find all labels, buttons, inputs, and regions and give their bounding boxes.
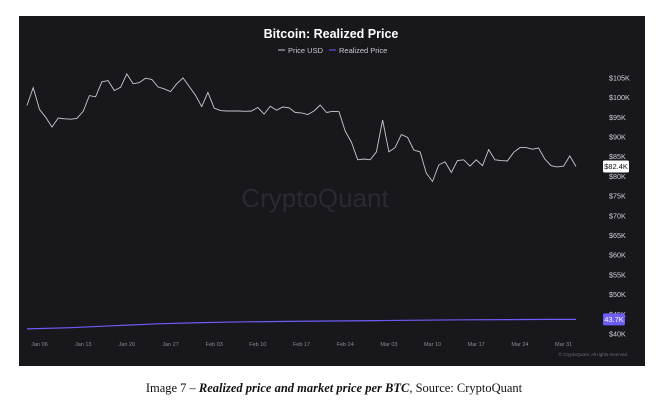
- legend-label-price[interactable]: Price USD: [288, 46, 324, 55]
- price-last-badge: $82.4K: [603, 160, 629, 173]
- x-tick-label: Feb 24: [337, 342, 354, 348]
- x-tick-label: Mar 03: [380, 342, 397, 348]
- y-tick-label: $60K: [609, 251, 626, 260]
- y-tick-label: $90K: [609, 133, 626, 142]
- x-tick-label: Feb 03: [206, 342, 223, 348]
- x-tick-label: Jan 06: [31, 342, 48, 348]
- y-tick-label: $100K: [609, 93, 630, 102]
- figure-caption: Image 7 – Realized price and market pric…: [0, 381, 668, 396]
- y-tick-label: $95K: [609, 113, 626, 122]
- chart-svg: CryptoQuant Bitcoin: Realized Price Pric…: [26, 27, 630, 357]
- caption-suffix: , Source: CryptoQuant: [409, 381, 523, 395]
- y-tick-label: $75K: [609, 192, 626, 201]
- x-tick-label: Mar 10: [424, 342, 441, 348]
- series-line-realized-price: [26, 318, 576, 330]
- y-tick-label: $40K: [609, 330, 626, 339]
- x-tick-label: Mar 17: [468, 342, 485, 348]
- price-last-value: $82.4K: [604, 162, 628, 171]
- caption-emphasis: Realized price and market price per BTC: [198, 381, 410, 395]
- y-tick-label: $80K: [609, 172, 626, 181]
- y-tick-label: $65K: [609, 231, 626, 240]
- y-tick-label: $85K: [609, 152, 626, 161]
- price-last-badge-bg: [603, 160, 629, 173]
- realized-last-badge: 43.7K: [603, 313, 625, 326]
- y-axis-ticks: $105K $100K $95K $90K $85K $80K $75K $70K $65K $6…: [609, 73, 630, 338]
- x-tick-label: Mar 24: [511, 342, 528, 348]
- chart-panel: CryptoQuant Bitcoin: Realized Price Pric…: [19, 16, 645, 366]
- realized-last-badge-bg: [603, 313, 625, 326]
- legend-label-realized[interactable]: Realized Price: [339, 46, 387, 55]
- x-axis-ticks: Jan 06 Jan 13 Jan 20 Jan 27 Feb 03 Feb 10 Feb …: [31, 342, 572, 348]
- x-tick-label: Jan 13: [75, 342, 92, 348]
- y-tick-label: $55K: [609, 270, 626, 279]
- y-tick-label: $70K: [609, 211, 626, 220]
- x-tick-label: Jan 27: [162, 342, 179, 348]
- x-tick-label: Mar 31: [555, 342, 572, 348]
- series-line-price-usd: [26, 72, 577, 183]
- legend: Price USD Realized Price: [278, 46, 387, 55]
- x-tick-label: Jan 20: [119, 342, 136, 348]
- x-tick-label: Feb 10: [249, 342, 266, 348]
- copyright-note: © CryptoQuant. All rights reserved: [559, 351, 628, 357]
- caption-prefix: Image 7 –: [145, 381, 199, 395]
- watermark: CryptoQuant: [241, 183, 389, 213]
- y-tick-label: $50K: [609, 290, 626, 299]
- x-tick-label: Feb 17: [293, 342, 310, 348]
- realized-last-value: 43.7K: [604, 315, 624, 324]
- y-tick-label: $105K: [609, 73, 630, 82]
- chart-title: Bitcoin: Realized Price: [264, 27, 399, 41]
